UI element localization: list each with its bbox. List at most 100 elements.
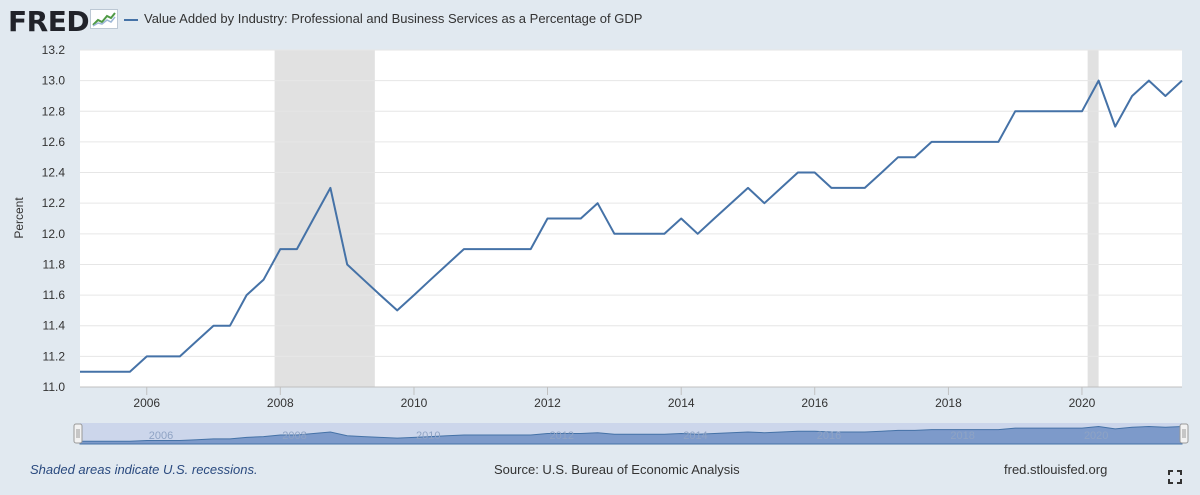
data-point[interactable]	[294, 247, 299, 252]
data-point[interactable]	[1046, 109, 1051, 114]
fred-logo-graph-icon	[90, 9, 118, 29]
data-point[interactable]	[745, 185, 750, 190]
data-point[interactable]	[1079, 109, 1084, 114]
data-point[interactable]	[144, 354, 149, 359]
data-point[interactable]	[1013, 109, 1018, 114]
data-point[interactable]	[779, 185, 784, 190]
data-point[interactable]	[896, 155, 901, 160]
data-point[interactable]	[762, 201, 767, 206]
y-tick-label: 11.6	[43, 288, 66, 302]
chart-legend[interactable]: Value Added by Industry: Professional an…	[124, 11, 642, 26]
data-point[interactable]	[996, 139, 1001, 144]
navigator-label: 2008	[282, 430, 306, 442]
legend-series-label: Value Added by Industry: Professional an…	[144, 11, 643, 26]
data-point[interactable]	[395, 308, 400, 313]
navigator-series	[79, 425, 1183, 445]
range-navigator[interactable]: 2006 2008 2010 2012 2014 2016 2018 2020	[73, 423, 1189, 445]
data-point[interactable]	[912, 155, 917, 160]
data-point[interactable]	[127, 369, 132, 374]
data-point[interactable]	[862, 185, 867, 190]
fred-url-link[interactable]: fred.stlouisfed.org	[1004, 462, 1108, 477]
data-point[interactable]	[211, 323, 216, 328]
y-tick-label: 11.0	[43, 380, 66, 394]
data-point[interactable]	[328, 185, 333, 190]
data-point[interactable]	[428, 277, 433, 282]
data-point[interactable]	[194, 339, 199, 344]
data-point[interactable]	[1146, 78, 1151, 83]
data-point[interactable]	[1163, 93, 1168, 98]
data-point[interactable]	[227, 323, 232, 328]
data-point[interactable]	[361, 277, 366, 282]
data-point[interactable]	[695, 231, 700, 236]
recession-note: Shaded areas indicate U.S. recessions.	[30, 462, 258, 477]
data-point[interactable]	[278, 247, 283, 252]
data-point[interactable]	[1180, 78, 1185, 83]
data-point[interactable]	[311, 216, 316, 221]
data-point[interactable]	[578, 216, 583, 221]
data-point[interactable]	[177, 354, 182, 359]
recession-band	[274, 50, 375, 387]
y-tick-label: 13.2	[42, 43, 66, 57]
data-point[interactable]	[962, 139, 967, 144]
data-point[interactable]	[562, 216, 567, 221]
navigator-left-handle[interactable]	[73, 423, 83, 444]
data-point[interactable]	[628, 231, 633, 236]
data-point[interactable]	[1029, 109, 1034, 114]
y-tick-label: 11.8	[43, 257, 66, 271]
data-point[interactable]	[528, 247, 533, 252]
data-point[interactable]	[729, 201, 734, 206]
data-point[interactable]	[879, 170, 884, 175]
data-point[interactable]	[929, 139, 934, 144]
data-point[interactable]	[979, 139, 984, 144]
data-point[interactable]	[812, 170, 817, 175]
x-axis: 2006 2008 2010 2012 2014 2016 2018 2020	[80, 386, 1182, 410]
navigator-label: 2006	[149, 430, 173, 442]
data-point[interactable]	[411, 293, 416, 298]
data-point[interactable]	[345, 262, 350, 267]
data-point[interactable]	[445, 262, 450, 267]
x-tick-label: 2018	[935, 396, 962, 410]
data-point[interactable]	[261, 277, 266, 282]
x-tick-label: 2016	[801, 396, 828, 410]
data-point[interactable]	[679, 216, 684, 221]
data-point[interactable]	[461, 247, 466, 252]
recession-band	[1087, 50, 1099, 387]
navigator-label: 2014	[683, 430, 707, 442]
data-point[interactable]	[712, 216, 717, 221]
fred-logo[interactable]: FRED	[8, 5, 90, 38]
data-point[interactable]	[595, 201, 600, 206]
data-point[interactable]	[829, 185, 834, 190]
data-point[interactable]	[78, 369, 83, 374]
data-point[interactable]	[511, 247, 516, 252]
data-point[interactable]	[846, 185, 851, 190]
data-point[interactable]	[1096, 78, 1101, 83]
x-tick-label: 2012	[534, 396, 561, 410]
data-point[interactable]	[662, 231, 667, 236]
recession-shading	[274, 50, 1099, 387]
data-point[interactable]	[946, 139, 951, 144]
fullscreen-icon[interactable]	[1168, 470, 1182, 484]
data-point[interactable]	[612, 231, 617, 236]
data-point[interactable]	[1063, 109, 1068, 114]
data-point[interactable]	[545, 216, 550, 221]
data-point[interactable]	[1130, 93, 1135, 98]
data-point[interactable]	[161, 354, 166, 359]
source-text: Source: U.S. Bureau of Economic Analysis	[494, 462, 740, 477]
data-point[interactable]	[478, 247, 483, 252]
data-point[interactable]	[111, 369, 116, 374]
x-tick-label: 2008	[267, 396, 294, 410]
data-point[interactable]	[1113, 124, 1118, 129]
data-point[interactable]	[795, 170, 800, 175]
data-point[interactable]	[244, 293, 249, 298]
navigator-right-handle[interactable]	[1179, 423, 1189, 444]
y-axis: 11.0 11.2 11.4 11.6 11.8 12.0 12.2 12.4 12.6 12.8…	[42, 43, 66, 394]
data-point[interactable]	[94, 369, 99, 374]
chart-area[interactable]: 11.0 11.2 11.4 11.6 11.8 12.0 12.2 12.4 12.6 12.8…	[0, 0, 1200, 455]
data-point[interactable]	[378, 293, 383, 298]
series-layer[interactable]	[78, 78, 1185, 374]
x-tick-label: 2006	[133, 396, 160, 410]
data-point[interactable]	[495, 247, 500, 252]
y-axis-label: Percent	[12, 197, 26, 239]
data-point[interactable]	[645, 231, 650, 236]
series-line[interactable]	[80, 79, 1183, 373]
